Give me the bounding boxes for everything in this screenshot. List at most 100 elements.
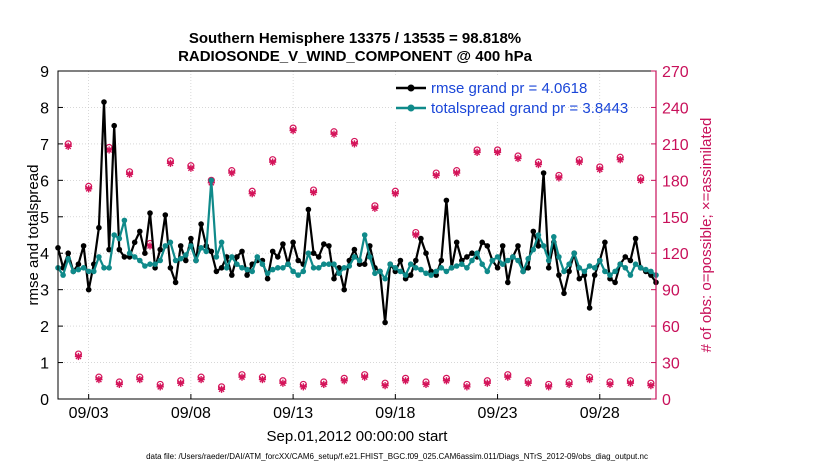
obs-assimilated-stroke [290, 127, 297, 134]
obs-assimilated-stroke [198, 376, 205, 383]
obs-assimilated-marker [248, 190, 256, 198]
totalspread-point [484, 268, 491, 275]
totalspread-point [617, 261, 623, 268]
legend-rmse-marker [407, 84, 415, 92]
obs-assimilated-marker [637, 176, 645, 184]
totalspread-point [571, 250, 577, 256]
obs-assimilated-stroke [269, 159, 276, 166]
obs-assimilated-stroke [606, 381, 614, 388]
totalspread-point [402, 272, 409, 278]
obs-assimilated-stroke [545, 383, 552, 390]
rmse-point [576, 275, 583, 282]
totalspread-point [433, 268, 440, 275]
totalspread-point [157, 257, 163, 264]
obs-assimilated-stroke [300, 383, 307, 390]
obs-assimilated-stroke [504, 374, 511, 381]
y-tick-label: 0 [40, 392, 49, 409]
totalspread-point [183, 252, 189, 258]
x-axis-label: Sep.01,2012 00:00:00 start [267, 428, 449, 445]
totalspread-point [387, 261, 394, 268]
plot-marks [55, 99, 659, 393]
totalspread-point [643, 266, 649, 273]
obs-assimilated-marker [453, 169, 461, 177]
obs-assimilated-stroke [422, 381, 430, 388]
obs-assimilated-stroke [463, 383, 470, 390]
rmse-point [177, 243, 184, 249]
totalspread-point [632, 261, 639, 268]
obs-assimilated-marker [115, 380, 123, 389]
obs-assimilated-stroke [371, 205, 378, 212]
obs-assimilated-marker [85, 185, 93, 193]
y-tick-label: 5 [40, 210, 49, 227]
totalspread-point [576, 265, 583, 271]
y2-axis-label: # of obs: o=possible; ×=assimilated [698, 118, 715, 353]
totalspread-point [459, 261, 465, 268]
totalspread-point [106, 265, 112, 271]
x-tick-label: 09/13 [273, 405, 313, 422]
y2-tick-label: 0 [662, 392, 671, 409]
rmse-point [101, 99, 107, 105]
totalspread-point [377, 268, 383, 275]
rmse-point [331, 275, 337, 282]
totalspread-point [438, 265, 445, 271]
totalspread-point [607, 272, 613, 278]
obs-assimilated-stroke [238, 374, 246, 381]
obs-assimilated-stroke [566, 381, 573, 388]
obs-assimilated-stroke [330, 131, 338, 138]
obs-assimilated-marker [95, 375, 103, 384]
rmse-point [198, 221, 204, 227]
y2-tick-label: 30 [662, 356, 680, 373]
x-tick-label: 09/08 [171, 405, 211, 422]
totalspread-point [372, 270, 378, 277]
totalspread-point [91, 268, 97, 275]
rmse-point [137, 228, 143, 235]
obs-assimilated-stroke [146, 242, 154, 249]
obs-assimilated-stroke [95, 376, 102, 383]
totalspread-point [208, 177, 215, 184]
y-tick-label: 2 [40, 319, 49, 336]
totalspread-point [280, 265, 286, 271]
rmse-point [397, 257, 404, 264]
rmse-point [479, 239, 486, 246]
totalspread-point [499, 261, 506, 268]
totalspread-point [453, 263, 460, 269]
obs-assimilated-marker [340, 377, 348, 385]
totalspread-point [80, 265, 87, 271]
totalspread-point [551, 234, 557, 240]
legend-spread-label: totalspread grand pr = 3.8443 [431, 100, 628, 117]
obs-assimilated-stroke [187, 165, 194, 172]
x-tick-label: 09/23 [478, 405, 518, 422]
totalspread-point [172, 257, 179, 264]
obs-assimilated-stroke [177, 380, 184, 387]
totalspread-point [326, 261, 332, 268]
x-tick-label: 09/18 [375, 405, 415, 422]
totalspread-point [556, 254, 562, 260]
totalspread-point [586, 263, 593, 269]
obs-assimilated-stroke [351, 140, 358, 147]
obs-assimilated-stroke [392, 190, 399, 197]
totalspread-point [540, 243, 547, 249]
obs-assimilated-stroke [627, 380, 634, 387]
obs-assimilated-marker [258, 375, 267, 384]
totalspread-point [147, 261, 153, 268]
totalspread-point [60, 272, 66, 278]
rmse-point [290, 239, 296, 246]
obs-assimilated-marker [606, 380, 614, 389]
obs-assimilated-stroke [259, 376, 266, 383]
totalspread-point [648, 268, 654, 275]
legend-spread-marker [407, 104, 415, 112]
totalspread-point [111, 232, 117, 238]
obs-assimilated-stroke [249, 190, 256, 197]
totalspread-point [505, 257, 511, 264]
totalspread-point [290, 268, 296, 275]
rmse-point [505, 279, 511, 286]
obs-assimilated-marker [616, 156, 624, 164]
obs-assimilated-marker [422, 380, 430, 389]
rmse-point [85, 286, 92, 293]
totalspread-point [392, 265, 399, 271]
rmse-point [275, 254, 281, 260]
obs-assimilated-stroke [65, 143, 72, 150]
totalspread-point [131, 254, 138, 260]
rmse-point [183, 257, 189, 264]
